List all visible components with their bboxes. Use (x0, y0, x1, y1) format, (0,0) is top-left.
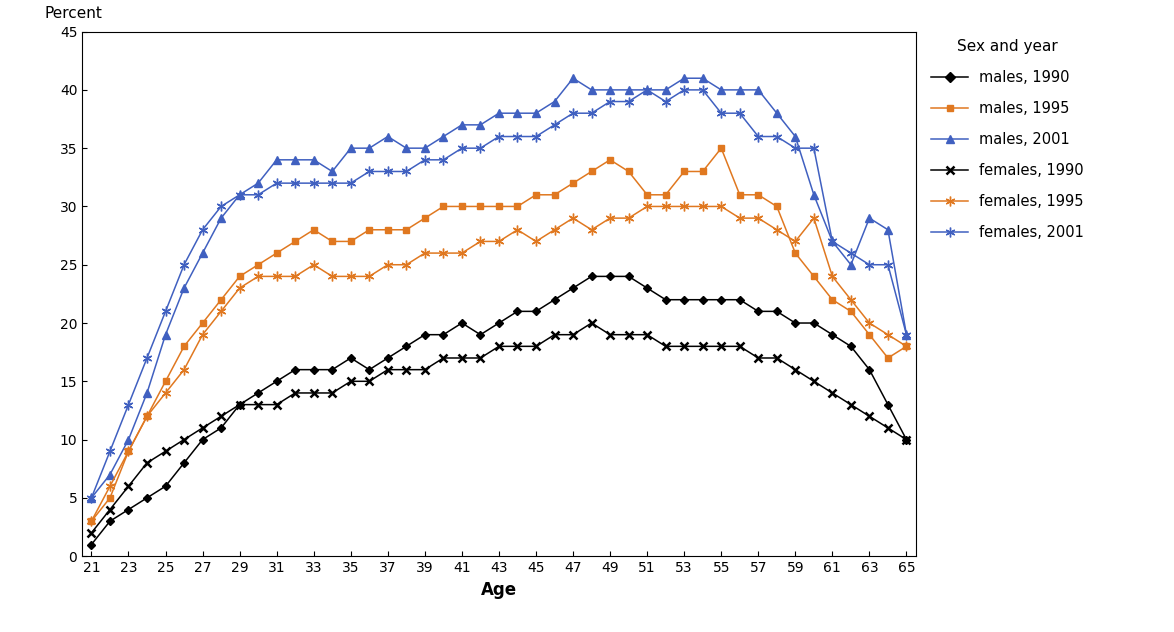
X-axis label: Age: Age (481, 581, 517, 599)
Legend: males, 1990, males, 1995, males, 2001, females, 1990, females, 1995, females, 20: males, 1990, males, 1995, males, 2001, f… (931, 39, 1085, 240)
Text: Percent: Percent (45, 6, 102, 21)
